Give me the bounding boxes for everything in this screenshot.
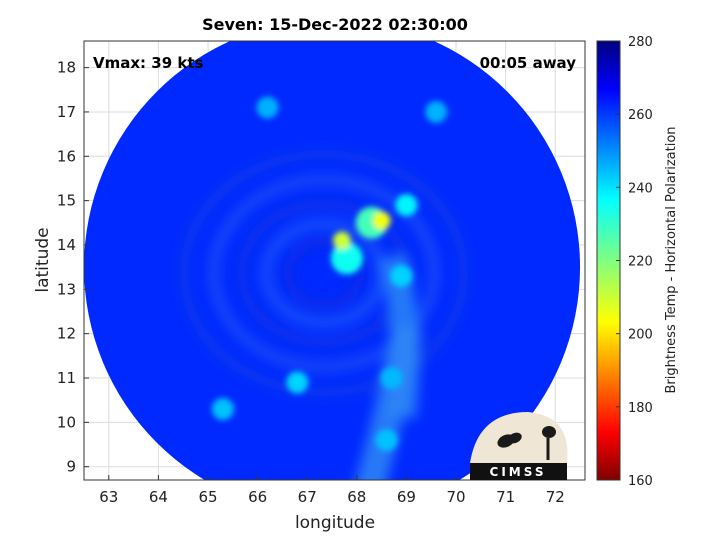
colorbar-tick-label: 200 (628, 328, 653, 343)
swath-features (211, 96, 448, 452)
colorbar-tick-label: 240 (628, 181, 653, 196)
x-tick-label: 67 (298, 488, 317, 506)
x-tick-label: 72 (546, 488, 565, 506)
x-tick-label: 71 (496, 488, 515, 506)
convective-cell (390, 265, 413, 288)
plot-frame (83, 40, 586, 481)
x-tick-label: 69 (397, 488, 416, 506)
y-tick-label: 16 (57, 147, 76, 165)
convective-cell (395, 194, 418, 217)
x-tick-label: 68 (347, 488, 366, 506)
logo-tank-icon (542, 426, 556, 438)
axis-ticks: 63 64 65 66 67 68 69 70 71 72 9 10 11 12 13 14 15 16 17 18 (57, 59, 565, 506)
colorbar-tick-label: 220 (628, 255, 653, 270)
y-tick-label: 12 (57, 325, 76, 343)
colorbar-ticks: 160 180 200 220 240 260 280 (616, 35, 653, 489)
colorbar: 160 180 200 220 240 260 280 Brightness Temp - … (596, 35, 679, 489)
chart-title: Seven: 15-Dec-2022 02:30:00 (202, 15, 468, 34)
rain-band-south (356, 324, 422, 480)
convective-cell (332, 231, 351, 250)
colorbar-tick-label: 260 (628, 108, 653, 123)
spiral-band (179, 149, 470, 398)
time-away-label: 00:05 away (480, 54, 577, 72)
y-axis-label: latitude (33, 227, 53, 292)
y-tick-label: 11 (57, 369, 76, 387)
spiral-band (283, 237, 366, 309)
x-tick-label: 65 (198, 488, 217, 506)
colorbar-tick-label: 180 (628, 401, 653, 416)
convective-cell (425, 100, 448, 123)
x-tick-label: 66 (248, 488, 267, 506)
y-tick-label: 15 (57, 192, 76, 210)
spiral-band (209, 174, 440, 372)
x-tick-label: 70 (446, 488, 465, 506)
y-tick-label: 13 (57, 280, 76, 298)
y-tick-label: 17 (57, 103, 76, 121)
logo-text: CIMSS (490, 465, 547, 479)
convective-cell (375, 429, 398, 452)
cimss-logo: CIMSS (470, 412, 568, 480)
x-axis-label: longitude (295, 513, 375, 533)
convective-cell (330, 242, 363, 275)
convective-cell (211, 398, 234, 421)
convective-cell (380, 367, 403, 390)
colorbar-label: Brightness Temp - Horizontal Polarizatio… (664, 126, 679, 393)
y-tick-label: 18 (57, 59, 76, 77)
x-tick-label: 64 (149, 488, 168, 506)
colorbar-tick-label: 280 (628, 35, 653, 50)
vmax-label: Vmax: 39 kts (93, 54, 203, 72)
y-tick-label: 9 (66, 458, 76, 476)
colorbar-tick-label: 160 (628, 474, 653, 489)
convective-cell (256, 96, 279, 119)
logo-dish-icon-2 (508, 432, 522, 444)
y-tick-label: 14 (57, 236, 76, 254)
convective-cell (372, 211, 391, 230)
plot-area: 63 64 65 66 67 68 69 70 71 729101112131415161718 … (57, 40, 586, 506)
logo-band (470, 463, 567, 480)
x-tick-label: 63 (99, 488, 118, 506)
convective-cell (286, 371, 309, 394)
y-tick-label: 10 (57, 413, 76, 431)
